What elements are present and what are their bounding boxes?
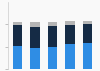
Bar [13, 46, 22, 69]
Bar [65, 21, 75, 25]
Bar [83, 21, 92, 24]
Bar [83, 24, 92, 43]
Bar [13, 22, 22, 25]
Bar [48, 26, 57, 47]
Bar [48, 22, 57, 26]
Bar [30, 27, 40, 48]
Bar [30, 22, 40, 27]
Bar [83, 43, 92, 69]
Bar [13, 25, 22, 46]
Bar [30, 48, 40, 69]
Bar [48, 47, 57, 69]
Bar [65, 44, 75, 69]
Bar [65, 25, 75, 44]
